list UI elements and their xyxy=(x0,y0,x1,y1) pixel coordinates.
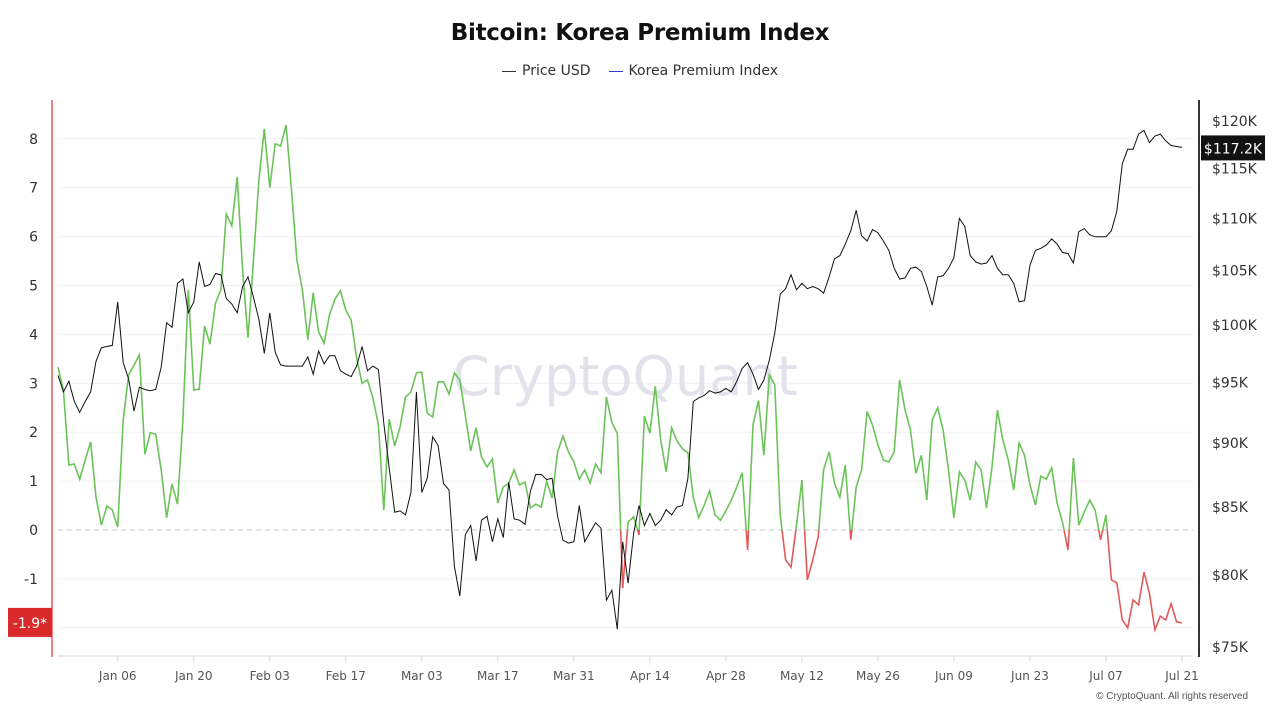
x-tick-label: Apr 28 xyxy=(706,669,746,683)
x-tick-label: Mar 31 xyxy=(553,669,595,683)
right-axis: $120K $115K $110K $105K $100K $95K $90K $85K $80… xyxy=(1198,100,1258,657)
right-tick-label: $110K xyxy=(1212,211,1258,227)
legend-label-premium: Korea Premium Index xyxy=(628,63,778,79)
left-tick-label: 7 xyxy=(29,181,38,197)
right-tick-label: $90K xyxy=(1212,436,1249,452)
x-tick-label: Feb 17 xyxy=(326,669,366,683)
x-tick-label: May 12 xyxy=(780,669,824,683)
x-tick-label: Jun 23 xyxy=(1010,669,1049,683)
right-tick-label: $100K xyxy=(1212,318,1258,334)
legend: Price USD Korea Premium Index xyxy=(0,63,1280,79)
x-tick-label: Apr 14 xyxy=(630,669,670,683)
x-tick-label: Jul 21 xyxy=(1164,669,1199,683)
right-tick-label: $105K xyxy=(1212,263,1258,279)
left-axis: 8 7 6 5 4 3 2 1 0 -1 xyxy=(24,100,53,657)
legend-label-price: Price USD xyxy=(522,63,591,79)
premium-last-value-badge xyxy=(8,607,52,637)
x-axis: Jan 06 Jan 20 Feb 03 Feb 17 Mar 03 Mar 17 Mar … xyxy=(58,655,1199,683)
left-tick-label: 0 xyxy=(29,523,38,539)
price-last-value-badge xyxy=(1201,135,1265,161)
right-tick-label: $95K xyxy=(1212,375,1249,391)
right-tick-label: $120K xyxy=(1212,114,1258,130)
x-tick-label: Feb 03 xyxy=(250,669,290,683)
x-tick-label: Jan 20 xyxy=(174,669,213,683)
left-tick-label: -1 xyxy=(24,572,38,588)
x-tick-label: Mar 03 xyxy=(401,669,443,683)
left-tick-label: 1 xyxy=(29,474,38,490)
watermark: CryptoQuant xyxy=(452,345,798,408)
right-tick-label: $115K xyxy=(1212,162,1258,178)
legend-swatch-premium xyxy=(608,70,623,72)
x-tick-label: May 26 xyxy=(856,669,900,683)
premium-last-value: -1.9* xyxy=(13,616,47,632)
x-tick-label: Jun 09 xyxy=(934,669,973,683)
left-tick-label: 6 xyxy=(29,230,38,246)
series-lines xyxy=(57,124,1183,633)
legend-item-price[interactable]: Price USD xyxy=(502,63,591,79)
chart-title: Bitcoin: Korea Premium Index xyxy=(450,20,830,46)
legend-swatch-price xyxy=(502,70,517,72)
left-tick-label: 4 xyxy=(29,327,38,343)
right-tick-label: $80K xyxy=(1212,568,1249,584)
left-tick-label: 3 xyxy=(29,376,38,392)
price-line xyxy=(57,129,1183,630)
left-tick-label: 5 xyxy=(29,279,38,295)
gridlines xyxy=(58,138,1193,629)
legend-item-premium[interactable]: Korea Premium Index xyxy=(608,63,778,79)
x-tick-label: Jul 07 xyxy=(1088,669,1123,683)
premium-line-positive xyxy=(57,124,1109,530)
price-last-value: $117.2K xyxy=(1204,141,1263,157)
x-tick-label: Mar 17 xyxy=(477,669,519,683)
last-value-labels: $117.2K -1.9* xyxy=(8,135,1265,637)
right-tick-label: $85K xyxy=(1212,500,1249,516)
left-tick-label: 8 xyxy=(29,132,38,148)
x-tick-label: Jan 06 xyxy=(98,669,137,683)
right-tick-label: $75K xyxy=(1212,640,1249,656)
copyright-footer: © CryptoQuant. All rights reserved xyxy=(1096,691,1248,702)
left-tick-label: 2 xyxy=(29,425,38,441)
